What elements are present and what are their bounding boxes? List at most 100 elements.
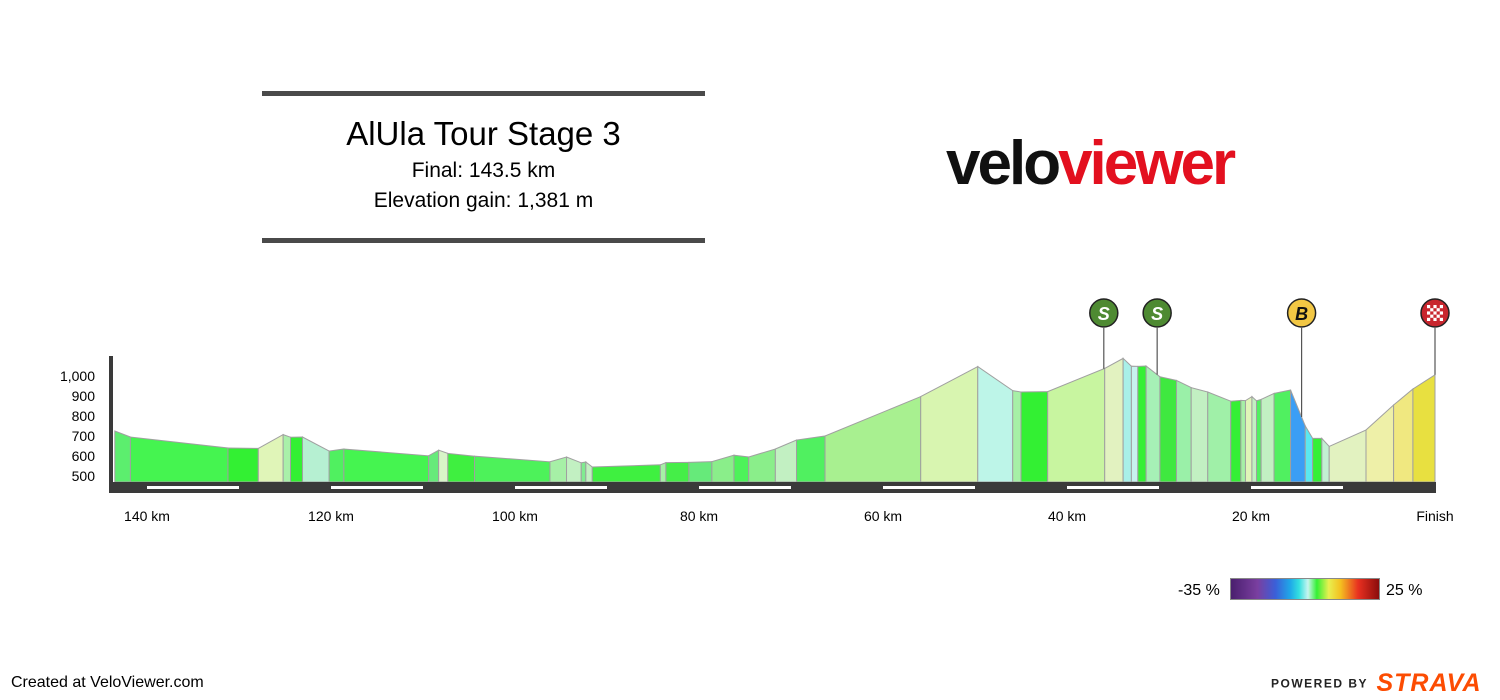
profile-segment-53	[1365, 403, 1395, 483]
marker-label: S	[1098, 304, 1110, 324]
profile-segment-42	[1240, 399, 1246, 483]
stage-title: AlUla Tour Stage 3	[346, 115, 621, 152]
marker-s-icon	[1089, 298, 1119, 328]
veloviewer-logo: veloviewer	[946, 129, 1236, 198]
y-tick-label: 700	[72, 428, 96, 444]
marker-s-icon	[1142, 298, 1172, 328]
x-tick-label: 120 km	[308, 508, 354, 524]
marker-label: S	[1151, 304, 1163, 324]
profile-segment-45	[1256, 398, 1262, 483]
profile-segment-19	[665, 461, 690, 483]
x-tick-label: Finish	[1416, 508, 1453, 524]
profile-segment-18	[659, 461, 667, 483]
checkered-square	[1427, 305, 1431, 309]
checkered-square	[1430, 308, 1434, 312]
profile-segment-55	[1412, 373, 1436, 483]
x-tick-label: 100 km	[492, 508, 538, 524]
title-box: AlUla Tour Stage 3 Final: 143.5 km Eleva…	[262, 91, 705, 244]
y-axis-line	[109, 356, 113, 486]
profile-segment-39	[1190, 386, 1209, 483]
x-tick-label: 40 km	[1048, 508, 1086, 524]
profile-segment-6	[301, 436, 330, 483]
scale-bar-segment-6	[1251, 486, 1343, 489]
profile-segment-24	[774, 439, 798, 483]
marker-label: B	[1295, 304, 1308, 324]
profile-segment-25	[796, 435, 826, 483]
profile-segment-36	[1145, 364, 1161, 483]
checkered-square	[1436, 308, 1440, 312]
checkered-square	[1433, 311, 1437, 315]
profile-segment-13	[549, 456, 568, 483]
profile-segment-30	[1020, 391, 1049, 483]
scale-bar-segment-5	[1067, 486, 1159, 489]
scale-bar-segment-1	[331, 486, 423, 489]
profile-segment-35	[1137, 365, 1147, 483]
checkered-square	[1439, 317, 1443, 321]
y-tick-label: 500	[72, 468, 96, 484]
profile-segment-11	[447, 452, 476, 483]
powered-by-strava: POWERED BY STRAVA	[1271, 669, 1482, 698]
strava-logo: STRAVA	[1376, 669, 1482, 697]
profile-segment-33	[1122, 357, 1132, 483]
profile-segment-50	[1312, 437, 1323, 483]
profile-segment-40	[1207, 391, 1232, 483]
profile-segment-20	[688, 461, 713, 483]
profile-segment-27	[920, 365, 979, 483]
scale-bar-segment-3	[699, 486, 791, 489]
created-at-link[interactable]: Created at VeloViewer.com	[11, 674, 204, 691]
powered-by-label: POWERED BY	[1271, 676, 1369, 691]
profile-segment-23	[748, 448, 776, 483]
checkered-square	[1436, 314, 1440, 318]
checkered-square	[1433, 317, 1437, 321]
profile-segment-17	[591, 464, 661, 483]
profile-segment-48	[1290, 389, 1306, 483]
profile-segment-10	[438, 449, 449, 483]
gradient-legend-min: -35 %	[1178, 582, 1220, 599]
profile-segment-1	[129, 436, 229, 483]
x-tick-label: 20 km	[1232, 508, 1270, 524]
profile-segment-28	[977, 365, 1014, 483]
stage-distance: Final: 143.5 km	[411, 159, 556, 182]
profile-segment-16	[585, 460, 593, 483]
marker-b-icon	[1286, 298, 1317, 328]
profile-segment-26	[824, 395, 922, 483]
x-tick-label: 80 km	[680, 508, 718, 524]
profile-segment-15	[580, 461, 587, 483]
gradient-legend-max: 25 %	[1386, 582, 1423, 599]
profile-segment-34	[1130, 365, 1139, 483]
x-tick-label: 60 km	[864, 508, 902, 524]
profile-segment-2	[227, 447, 259, 483]
profile-segment-43	[1244, 395, 1253, 483]
profile-segment-4	[282, 433, 292, 483]
profile-segment-21	[711, 454, 735, 483]
scale-bar-segment-4	[883, 486, 975, 489]
profile-segment-37	[1159, 376, 1177, 483]
profile-segment-49	[1304, 424, 1314, 483]
profile-segment-41	[1230, 399, 1242, 483]
scale-bar-segment-2	[515, 486, 607, 489]
checkered-square	[1430, 314, 1434, 318]
title-top-rule	[262, 91, 705, 96]
profile-segment-5	[290, 436, 303, 483]
checkered-square	[1427, 317, 1431, 321]
profile-segment-7	[328, 448, 345, 483]
y-tick-label: 800	[72, 408, 96, 424]
profile-segment-0	[114, 430, 131, 483]
profile-segment-22	[733, 454, 750, 483]
profile-segment-9	[428, 449, 440, 483]
profile-segment-29	[1012, 390, 1022, 483]
profile-segment-54	[1393, 387, 1414, 483]
title-bottom-rule	[262, 238, 705, 243]
profile-segment-14	[566, 456, 582, 483]
y-tick-label: 900	[72, 388, 96, 404]
checkered-square	[1439, 311, 1443, 315]
profile-segment-3	[257, 433, 284, 483]
profile-segment-32	[1104, 357, 1124, 483]
profile-segment-52	[1328, 429, 1367, 483]
checkered-square	[1433, 305, 1437, 309]
y-tick-label: 1,000	[60, 368, 95, 384]
checkered-square	[1427, 311, 1431, 315]
x-tick-label: 140 km	[124, 508, 170, 524]
profile-segment-12	[474, 455, 551, 483]
gradient-legend-bar	[1230, 578, 1380, 600]
